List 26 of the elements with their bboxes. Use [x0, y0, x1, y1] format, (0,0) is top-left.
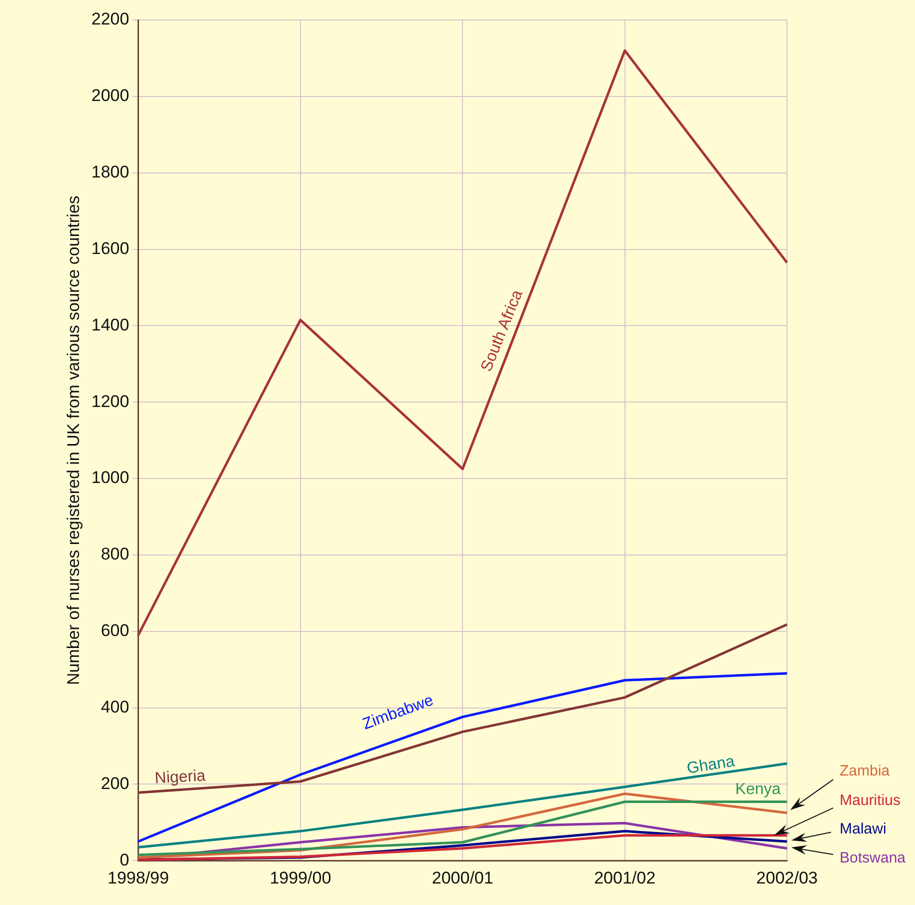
series-label: Kenya — [735, 781, 781, 798]
y-tick-label: 1800 — [91, 162, 130, 182]
y-tick-label: 200 — [100, 774, 130, 793]
x-tick-label: 2002/03 — [756, 868, 818, 888]
y-tick-label: 1600 — [91, 238, 130, 258]
x-tick-label: 2001/02 — [594, 868, 656, 888]
y-tick-label: 1400 — [91, 315, 130, 334]
text: Ghana — [686, 753, 736, 778]
text: Malawi — [840, 820, 886, 838]
y-tick-label: 600 — [100, 621, 130, 640]
text: Botswana — [840, 850, 906, 867]
y-tick-label: 0 — [120, 850, 130, 870]
text: Mauritius — [840, 792, 900, 809]
x-tick-label: 1999/00 — [270, 868, 332, 888]
y-axis-title: Number of nurses registered in UK from various source countries — [64, 196, 83, 686]
x-tick-label: 1998/99 — [107, 868, 169, 888]
series-label: Nigeria — [154, 768, 206, 788]
y-tick-label: 2000 — [91, 86, 130, 106]
y-tick-label: 1200 — [91, 392, 130, 411]
y-tick-label: 1000 — [91, 468, 130, 488]
y-tick-label: 2200 — [91, 10, 130, 29]
y-tick-label: 400 — [100, 697, 130, 716]
text: Zambia — [840, 762, 890, 780]
x-tick-label: 2000/01 — [432, 868, 494, 888]
y-tick-label: 800 — [100, 544, 130, 564]
text: South Africa — [478, 288, 526, 374]
